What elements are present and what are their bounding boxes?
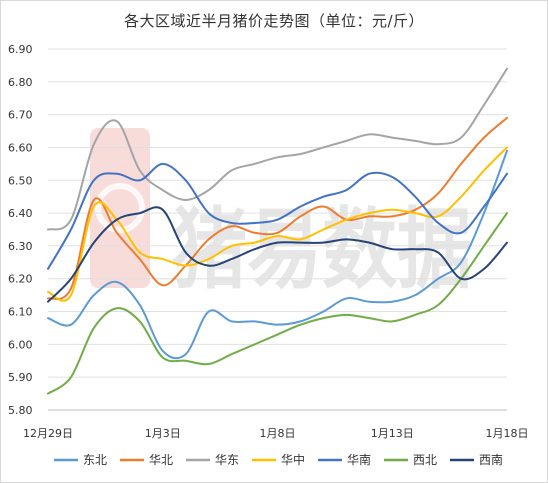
y-tick-label: 6.90 (8, 43, 33, 56)
legend: 东北 华北 华东 华中 华南 西北 西南 (54, 452, 503, 467)
legend-label: 东北 (83, 453, 107, 467)
series-line-华北 (47, 116, 508, 301)
series-lines (47, 67, 508, 395)
series-line-西北 (47, 212, 508, 395)
y-tick-label: 6.20 (8, 273, 33, 286)
watermark: 猪易数据 (90, 128, 472, 301)
y-tick-label: 6.60 (8, 141, 33, 154)
chart-title: 各大区域近半月猪价走势图（单位：元/斤） (123, 12, 425, 30)
y-tick-label: 6.70 (8, 109, 33, 122)
legend-label: 华中 (281, 452, 305, 467)
y-tick-label: 6.10 (8, 306, 33, 319)
x-axis: 12月29日 1月3日 1月8日 1月13日 1月18日 (23, 409, 529, 440)
x-tick-label: 1月8日 (260, 427, 296, 440)
y-tick-label: 6.80 (8, 76, 33, 89)
y-tick-label: 5.90 (8, 371, 33, 384)
legend-label: 西南 (479, 452, 503, 467)
legend-label: 华北 (149, 453, 173, 467)
x-tick-label: 1月13日 (371, 427, 414, 440)
legend-label: 西北 (413, 453, 437, 467)
y-tick-label: 6.40 (8, 207, 33, 220)
series-line-华中 (47, 146, 508, 302)
x-tick-label: 12月29日 (23, 427, 73, 440)
y-tick-label: 6.50 (8, 174, 33, 187)
y-axis: 6.90 6.80 6.70 6.60 6.50 6.40 6.30 6.20 6.10 6.00… (8, 43, 33, 417)
grid-lines (48, 48, 507, 411)
y-tick-label: 5.80 (8, 404, 33, 417)
series-line-华南 (47, 162, 508, 270)
series-line-西南 (47, 206, 508, 303)
legend-label: 华东 (215, 453, 239, 467)
y-tick-label: 6.30 (8, 240, 33, 253)
series-line-东北 (47, 149, 508, 360)
series-line-华东 (47, 67, 508, 231)
x-tick-label: 1月18日 (486, 427, 529, 440)
watermark-logo-ring (95, 183, 145, 233)
legend-label: 华南 (347, 452, 371, 467)
x-tick-label: 1月3日 (145, 427, 181, 440)
y-tick-label: 6.00 (8, 338, 33, 351)
